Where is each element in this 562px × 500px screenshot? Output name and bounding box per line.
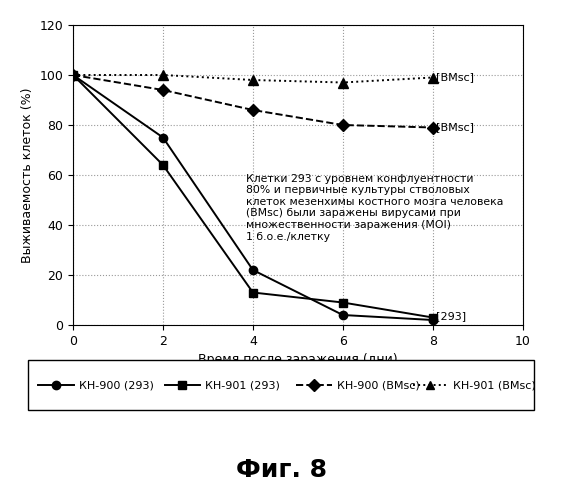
КН-900 (BMsc) [339,122,346,128]
КН-900 (BMsc) [70,72,76,78]
Text: Клетки 293 с уровнем конфлуентности
80% и первичные культуры стволовых
клеток ме: Клетки 293 с уровнем конфлуентности 80% … [246,174,504,242]
X-axis label: Время после заражения (дни): Время после заражения (дни) [198,354,398,366]
Line: КН-900 (293): КН-900 (293) [69,71,437,324]
КН-901 (BMsc) [160,72,166,78]
КН-900 (BMsc) [250,107,256,113]
КН-901 (293) [250,290,256,296]
КН-900 (293) [160,134,166,140]
Line: КН-901 (293): КН-901 (293) [69,71,437,322]
Text: КН-900 (293): КН-900 (293) [79,380,153,390]
КН-901 (BMsc) [70,72,76,78]
Text: [BMsc]: [BMsc] [436,72,474,83]
Text: КН-900 (BMsc): КН-900 (BMsc) [337,380,419,390]
Text: КН-901 (BMsc): КН-901 (BMsc) [453,380,536,390]
КН-901 (293) [429,314,436,320]
FancyBboxPatch shape [28,360,534,410]
Line: КН-900 (BMsc): КН-900 (BMsc) [69,71,437,132]
КН-901 (293) [160,162,166,168]
Line: КН-901 (BMsc): КН-901 (BMsc) [68,70,438,87]
Text: Фиг. 8: Фиг. 8 [235,458,327,482]
Y-axis label: Выживаемость клеток (%): Выживаемость клеток (%) [21,87,34,263]
КН-900 (293) [339,312,346,318]
КН-901 (BMsc) [429,74,436,80]
КН-901 (293) [339,300,346,306]
КН-900 (293) [70,72,76,78]
КН-901 (BMsc) [339,80,346,86]
Text: КН-901 (293): КН-901 (293) [205,380,280,390]
Text: [BMsc]: [BMsc] [436,122,474,132]
КН-900 (293) [250,267,256,273]
КН-901 (293) [70,72,76,78]
КН-901 (BMsc) [250,77,256,83]
КН-900 (BMsc) [429,124,436,130]
КН-900 (BMsc) [160,87,166,93]
КН-900 (293) [429,317,436,323]
Text: [293]: [293] [436,311,466,322]
